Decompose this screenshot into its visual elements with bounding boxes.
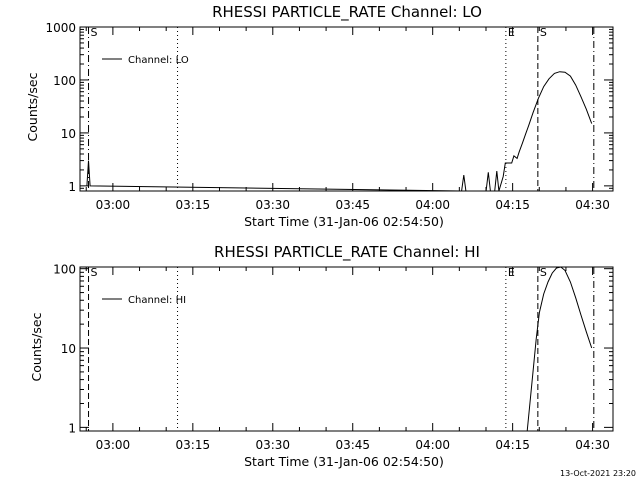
- y-tick-label: 100: [53, 263, 76, 277]
- y-axis-label: Counts/sec: [25, 72, 40, 141]
- x-tick-label: 04:00: [415, 438, 450, 452]
- event-marker-label: S: [540, 266, 547, 279]
- series-line: [526, 266, 593, 432]
- x-axis-label: Start Time (31-Jan-06 02:54:50): [244, 214, 444, 229]
- event-marker-label: E: [508, 266, 515, 279]
- chart-lo: RHESSI PARTICLE_RATE Channel: LO S E S 1 10…: [25, 3, 614, 229]
- y-axis-label: Counts/sec: [29, 312, 44, 381]
- legend: Channel: LO: [102, 55, 189, 66]
- y-tick-label: 1: [68, 421, 76, 435]
- x-tick-label: 03:00: [96, 438, 131, 452]
- x-tick-label: 03:45: [335, 198, 370, 212]
- y-axis-ticks: 1 10 100 1000: [45, 21, 613, 194]
- x-tick-label: 03:30: [255, 438, 290, 452]
- x-tick-label: 04:30: [575, 198, 610, 212]
- x-axis-ticks: 03:00 03:15 03:30 03:45 04:00 04:15 04:30: [85, 267, 610, 452]
- series-lines: [86, 71, 593, 192]
- series-line: [86, 71, 593, 192]
- plot-area: [79, 266, 614, 432]
- footer-timestamp: 13-Oct-2021 23:20: [560, 469, 636, 478]
- chart-title: RHESSI PARTICLE_RATE Channel: HI: [214, 243, 480, 262]
- x-tick-label: 04:00: [415, 198, 450, 212]
- legend-label: Channel: HI: [128, 295, 186, 306]
- x-tick-label: 03:15: [176, 198, 211, 212]
- series-lines: [526, 266, 593, 432]
- y-tick-label: 100: [53, 74, 76, 88]
- event-marker-label: S: [91, 26, 98, 39]
- y-tick-label: 1: [68, 180, 76, 194]
- chart-hi: RHESSI PARTICLE_RATE Channel: HI S E S 1 10…: [29, 243, 614, 469]
- legend-label: Channel: LO: [128, 55, 189, 66]
- plot-frame: [79, 266, 614, 432]
- x-axis-ticks: 03:00 03:15 03:30 03:45 04:00 04:15 04:30: [85, 27, 610, 212]
- x-axis-label: Start Time (31-Jan-06 02:54:50): [244, 454, 444, 469]
- y-axis-ticks: 1 10 100: [53, 263, 613, 435]
- event-marker-label: E: [508, 26, 515, 39]
- y-tick-label: 1000: [45, 21, 76, 35]
- legend: Channel: HI: [102, 295, 186, 306]
- event-marker-label: S: [540, 26, 547, 39]
- x-tick-label: 03:15: [176, 438, 211, 452]
- y-tick-label: 10: [61, 127, 76, 141]
- x-tick-label: 04:15: [495, 438, 530, 452]
- event-marker-label: S: [91, 266, 98, 279]
- x-tick-label: 03:30: [255, 198, 290, 212]
- plot-frame: [79, 26, 614, 192]
- x-tick-label: 04:15: [495, 198, 530, 212]
- chart-title: RHESSI PARTICLE_RATE Channel: LO: [212, 3, 482, 22]
- plot-area: [79, 26, 614, 192]
- x-tick-label: 03:00: [96, 198, 131, 212]
- x-tick-label: 03:45: [335, 438, 370, 452]
- y-tick-label: 10: [61, 342, 76, 356]
- x-tick-label: 04:30: [575, 438, 610, 452]
